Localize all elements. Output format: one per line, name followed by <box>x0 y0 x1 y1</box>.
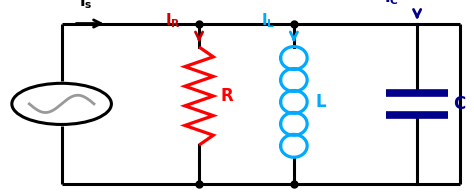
Text: $\mathbf{I_L}$: $\mathbf{I_L}$ <box>261 12 275 30</box>
Text: $\mathbf{R}$: $\mathbf{R}$ <box>220 87 235 105</box>
Text: $\mathbf{L}$: $\mathbf{L}$ <box>315 93 328 111</box>
Circle shape <box>12 83 111 124</box>
Text: $\mathbf{I_C}$: $\mathbf{I_C}$ <box>383 0 399 7</box>
Text: $\mathbf{I_s}$: $\mathbf{I_s}$ <box>79 0 92 11</box>
Text: $\mathbf{C}$: $\mathbf{C}$ <box>453 95 466 113</box>
Text: $\mathbf{I_R}$: $\mathbf{I_R}$ <box>165 12 181 30</box>
